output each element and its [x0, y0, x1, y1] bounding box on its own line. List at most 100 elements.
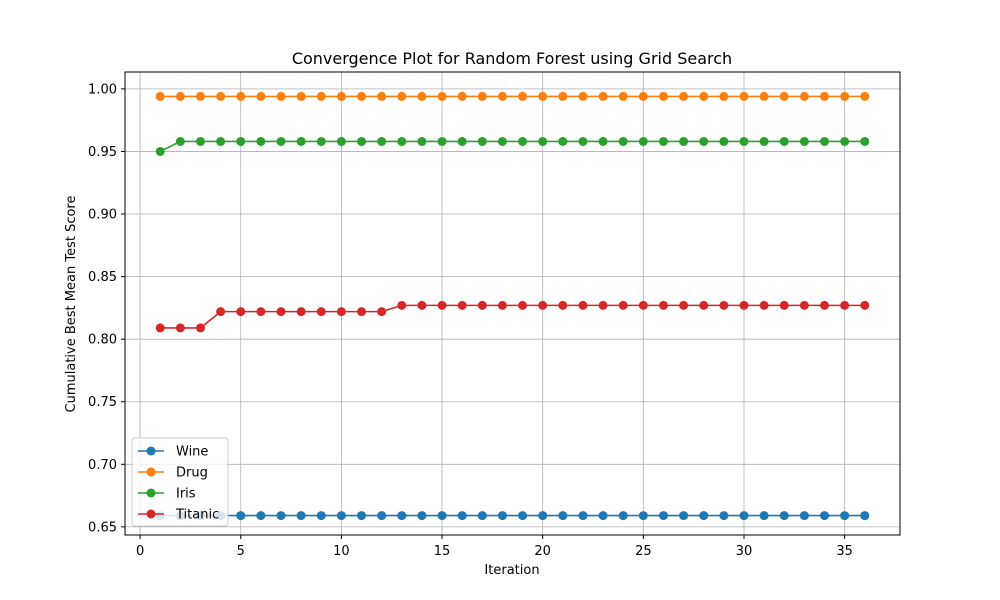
data-point-drug — [538, 91, 548, 101]
data-point-titanic — [236, 307, 246, 317]
data-point-wine — [638, 511, 648, 521]
data-point-titanic — [759, 300, 769, 310]
data-point-iris — [739, 136, 749, 146]
data-point-drug — [497, 91, 507, 101]
data-point-titanic — [679, 300, 689, 310]
data-point-titanic — [719, 300, 729, 310]
data-point-iris — [799, 136, 809, 146]
series-wine — [155, 511, 870, 521]
data-point-titanic — [518, 300, 528, 310]
x-tick-label: 30 — [736, 544, 753, 559]
data-point-drug — [518, 91, 528, 101]
data-point-drug — [477, 91, 487, 101]
data-point-iris — [155, 146, 165, 156]
data-point-wine — [357, 511, 367, 521]
data-point-iris — [477, 136, 487, 146]
data-point-wine — [739, 511, 749, 521]
y-axis-ticks: 0.65 0.70 0.75 0.80 0.85 0.90 0.95 1.00 — [88, 82, 125, 535]
x-tick-label: 5 — [237, 544, 245, 559]
legend-item-titanic: Titanic — [138, 508, 219, 523]
data-point-wine — [437, 511, 447, 521]
data-point-wine — [719, 511, 729, 521]
data-point-titanic — [195, 323, 205, 333]
x-tick-label: 35 — [836, 544, 853, 559]
data-point-iris — [840, 136, 850, 146]
data-point-iris — [719, 136, 729, 146]
data-point-titanic — [477, 300, 487, 310]
series-drug — [155, 91, 870, 101]
data-point-wine — [457, 511, 467, 521]
data-point-drug — [175, 91, 185, 101]
data-point-drug — [236, 91, 246, 101]
data-point-titanic — [598, 300, 608, 310]
data-point-drug — [679, 91, 689, 101]
data-point-titanic — [457, 300, 467, 310]
data-point-iris — [175, 136, 185, 146]
data-point-titanic — [316, 307, 326, 317]
legend-item-wine: Wine — [138, 445, 208, 460]
series-line-iris — [159, 140, 865, 153]
data-point-iris — [497, 136, 507, 146]
data-point-drug — [256, 91, 266, 101]
data-point-wine — [658, 511, 668, 521]
data-point-iris — [759, 136, 769, 146]
x-tick-label: 25 — [635, 544, 652, 559]
data-point-titanic — [497, 300, 507, 310]
data-point-wine — [679, 511, 689, 521]
data-point-drug — [457, 91, 467, 101]
data-point-iris — [699, 136, 709, 146]
data-point-titanic — [417, 300, 427, 310]
data-point-titanic — [699, 300, 709, 310]
plot-frame — [124, 71, 901, 536]
data-point-drug — [437, 91, 447, 101]
data-point-drug — [759, 91, 769, 101]
data-point-wine — [497, 511, 507, 521]
data-point-iris — [457, 136, 467, 146]
data-point-wine — [417, 511, 427, 521]
legend-marker-titanic — [146, 509, 156, 519]
data-point-drug — [779, 91, 789, 101]
data-point-drug — [417, 91, 427, 101]
data-point-iris — [598, 136, 608, 146]
data-point-wine — [598, 511, 608, 521]
data-point-wine — [558, 511, 568, 521]
data-point-drug — [296, 91, 306, 101]
data-point-iris — [417, 136, 427, 146]
x-tick-label: 20 — [534, 544, 551, 559]
data-point-iris — [336, 136, 346, 146]
data-point-iris — [397, 136, 407, 146]
data-point-drug — [316, 91, 326, 101]
data-point-wine — [397, 511, 407, 521]
data-point-drug — [276, 91, 286, 101]
y-tick-label: 0.80 — [88, 333, 117, 348]
data-point-drug — [739, 91, 749, 101]
data-point-titanic — [739, 300, 749, 310]
data-point-drug — [598, 91, 608, 101]
data-point-titanic — [397, 300, 407, 310]
y-tick-label: 1.00 — [88, 82, 117, 97]
data-point-titanic — [840, 300, 850, 310]
data-point-drug — [618, 91, 628, 101]
data-point-iris — [216, 136, 226, 146]
data-point-wine — [860, 511, 870, 521]
y-tick-label: 0.90 — [88, 208, 117, 223]
legend-box — [131, 437, 229, 527]
data-point-drug — [558, 91, 568, 101]
data-point-titanic — [155, 323, 165, 333]
data-point-titanic — [638, 300, 648, 310]
x-axis-label: Iteration — [484, 563, 539, 578]
data-point-wine — [316, 511, 326, 521]
data-point-iris — [518, 136, 528, 146]
data-point-wine — [336, 511, 346, 521]
y-tick-label: 0.70 — [88, 458, 117, 473]
data-point-wine — [820, 511, 830, 521]
data-point-titanic — [437, 300, 447, 310]
data-point-titanic — [558, 300, 568, 310]
y-tick-label: 0.85 — [88, 270, 117, 285]
data-point-titanic — [860, 300, 870, 310]
data-point-titanic — [377, 307, 387, 317]
data-point-titanic — [618, 300, 628, 310]
data-point-titanic — [658, 300, 668, 310]
legend-label-iris: Iris — [176, 487, 196, 502]
